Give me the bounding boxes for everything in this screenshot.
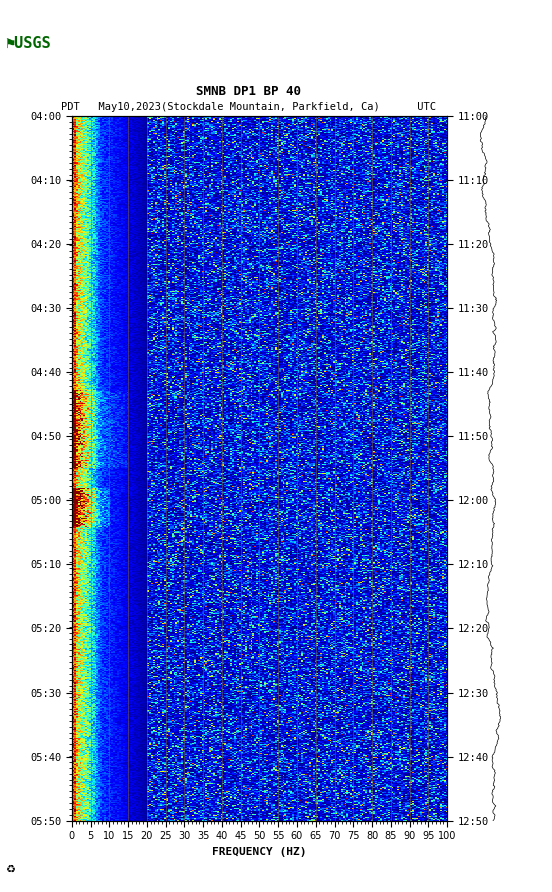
Text: PDT   May10,2023(Stockdale Mountain, Parkfield, Ca)      UTC: PDT May10,2023(Stockdale Mountain, Parkf… [61, 102, 436, 112]
Text: ♻: ♻ [6, 864, 15, 874]
X-axis label: FREQUENCY (HZ): FREQUENCY (HZ) [212, 847, 307, 856]
Text: ⚑USGS: ⚑USGS [6, 36, 51, 51]
Text: SMNB DP1 BP 40: SMNB DP1 BP 40 [196, 85, 301, 98]
